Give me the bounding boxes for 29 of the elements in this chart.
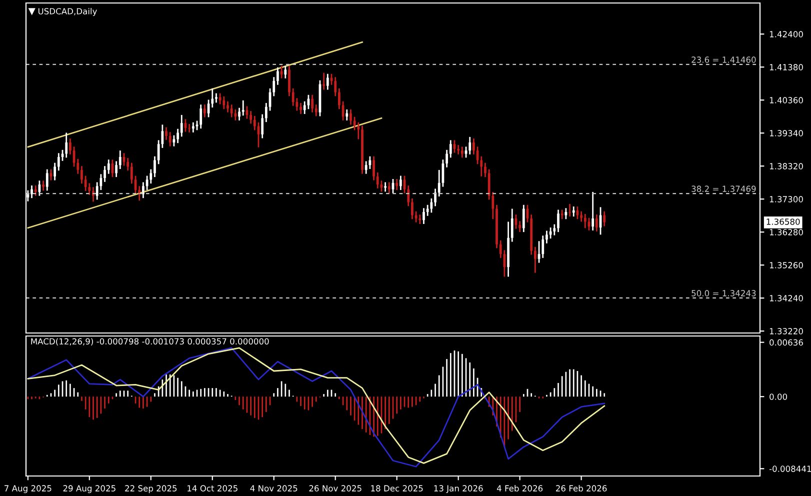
y-tick-label: 1.34240 xyxy=(770,295,803,302)
x-tick-label: 26 Nov 2025 xyxy=(309,485,362,492)
y-tick-label: 1.37300 xyxy=(770,196,803,202)
y-tick-label: 0.00636 xyxy=(770,339,803,346)
x-tick-label: 13 Jan 2026 xyxy=(434,485,483,494)
x-tick-label: 18 Dec 2025 xyxy=(371,485,423,492)
x-tick-label: 4 Feb 2026 xyxy=(496,485,543,492)
x-tick-label: 26 Feb 2026 xyxy=(556,485,607,492)
text: USDCAD,Daily xyxy=(38,8,97,16)
chart-title: MACD(12,26,9) -0.000798 -0.001073 0.000357 0.000000 xyxy=(31,338,269,346)
y-tick-label: 1.36280 xyxy=(770,229,803,236)
y-tick-label: 1.41380 xyxy=(770,64,803,70)
y-tick-label: -0.008441 xyxy=(769,466,811,472)
ref-line-label: 50.0 = 1.34243 xyxy=(692,290,756,296)
y-tick-label: 0.00 xyxy=(770,394,788,400)
x-tick-label: 4 Nov 2025 xyxy=(250,485,298,492)
text: 1.36580 xyxy=(766,218,800,225)
y-tick-label: 1.39340 xyxy=(770,130,803,136)
y-tick-label: 1.42400 xyxy=(770,31,803,38)
y-tick-label: 1.35260 xyxy=(770,262,803,268)
ref-line-label: 23.6 = 1.41460 xyxy=(692,56,756,63)
y-tick-label: 1.38320 xyxy=(770,163,803,170)
x-tick-label: 7 Aug 2025 xyxy=(4,485,52,494)
ref-line-label: 38.2 = 1.37469 xyxy=(692,186,756,192)
y-tick-label: 1.33220 xyxy=(770,328,803,334)
x-tick-label: 14 Oct 2025 xyxy=(188,485,238,492)
x-tick-label: 29 Aug 2025 xyxy=(63,485,116,494)
y-tick-label: 1.40360 xyxy=(770,97,803,104)
x-tick-label: 22 Sep 2025 xyxy=(125,485,177,494)
